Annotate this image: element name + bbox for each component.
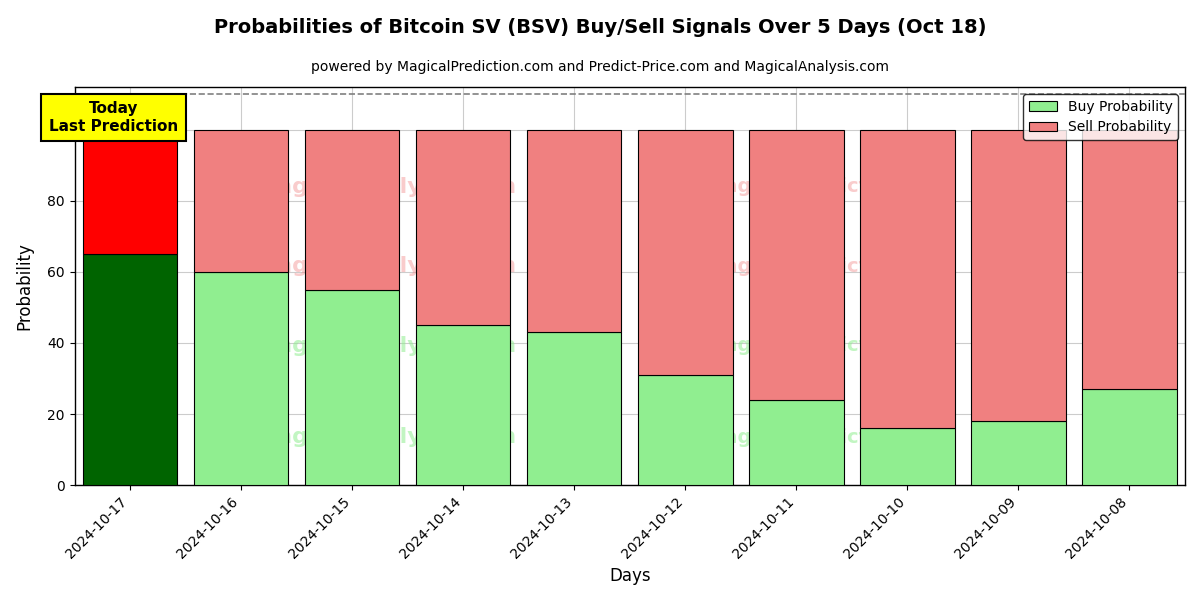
Text: powered by MagicalPrediction.com and Predict-Price.com and MagicalAnalysis.com: powered by MagicalPrediction.com and Pre…: [311, 60, 889, 74]
Text: Probabilities of Bitcoin SV (BSV) Buy/Sell Signals Over 5 Days (Oct 18): Probabilities of Bitcoin SV (BSV) Buy/Se…: [214, 18, 986, 37]
Text: MagicalAnalysis.com: MagicalAnalysis.com: [254, 176, 516, 197]
Text: MagicalAnalysis.com: MagicalAnalysis.com: [254, 256, 516, 276]
Bar: [416, 325, 510, 485]
Text: MagicalAnalysis.com: MagicalAnalysis.com: [254, 427, 516, 448]
Bar: [194, 130, 288, 272]
Bar: [971, 130, 1066, 421]
Text: MagicalPrediction.com: MagicalPrediction.com: [704, 428, 954, 447]
Bar: [194, 272, 288, 485]
Text: Today
Last Prediction: Today Last Prediction: [49, 101, 178, 134]
Bar: [305, 130, 400, 290]
Bar: [83, 254, 178, 485]
Bar: [1082, 389, 1177, 485]
X-axis label: Days: Days: [610, 567, 650, 585]
Text: MagicalPrediction.com: MagicalPrediction.com: [704, 177, 954, 196]
Bar: [638, 375, 732, 485]
Bar: [305, 290, 400, 485]
Bar: [860, 130, 955, 428]
Bar: [749, 130, 844, 400]
Bar: [416, 130, 510, 325]
Bar: [749, 400, 844, 485]
Y-axis label: Probability: Probability: [16, 242, 34, 330]
Bar: [83, 130, 178, 254]
Bar: [860, 428, 955, 485]
Text: MagicalPrediction.com: MagicalPrediction.com: [704, 257, 954, 275]
Bar: [527, 130, 622, 332]
Bar: [971, 421, 1066, 485]
Text: MagicalAnalysis.com: MagicalAnalysis.com: [254, 336, 516, 356]
Bar: [638, 130, 732, 375]
Legend: Buy Probability, Sell Probability: Buy Probability, Sell Probability: [1024, 94, 1178, 140]
Bar: [1082, 130, 1177, 389]
Text: MagicalPrediction.com: MagicalPrediction.com: [704, 337, 954, 355]
Bar: [527, 332, 622, 485]
